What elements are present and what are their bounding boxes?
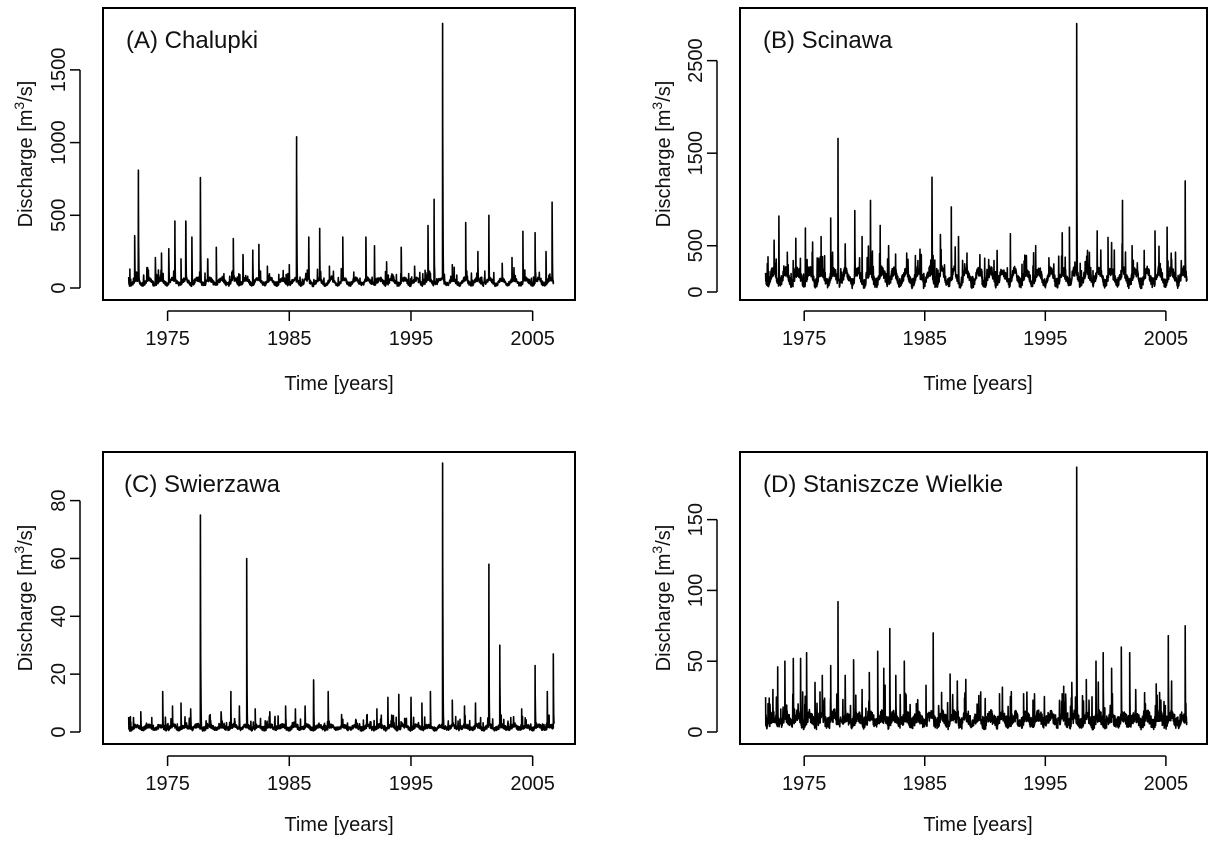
x-tick-label: 1975 [782, 328, 827, 350]
x-tick-label: 1985 [903, 328, 948, 350]
y-axis-label-end: /s] [15, 525, 37, 546]
y-axis-label-sup: 3 [649, 102, 665, 110]
y-tick-label: 150 [685, 503, 707, 536]
discharge-series-line [127, 22, 555, 288]
discharge-series-line [764, 466, 1188, 731]
panel-a: 1975 1985 1995 2005 0 500 1000 1500 (A) Chalup… [11, 7, 576, 395]
y-tick-label: 40 [48, 605, 70, 627]
y-tick-label: 2500 [685, 38, 707, 83]
discharge-line [764, 466, 1188, 731]
y-tick-label: 1500 [685, 131, 707, 176]
y-axis: 0 500 1500 2500 [685, 38, 718, 298]
y-tick-label: 500 [48, 199, 70, 232]
y-tick-label: 100 [685, 574, 707, 607]
x-axis: 1975 1985 1995 2005 [145, 310, 555, 350]
plot-frame [102, 451, 576, 745]
x-axis: 1975 1985 1995 2005 [145, 755, 555, 795]
x-tick-label: 1975 [782, 773, 827, 795]
x-tick-label: 1985 [267, 773, 312, 795]
y-tick-label: 0 [48, 282, 70, 293]
y-tick-label: 1000 [48, 120, 70, 165]
panel-c: 1975 1985 1995 2005 0 20 40 60 80 (C) Swierzawa… [11, 451, 576, 836]
y-axis: 0 500 1000 1500 [48, 48, 81, 294]
y-axis-label-sup: 3 [649, 546, 665, 554]
x-tick-label: 1995 [1023, 328, 1068, 350]
y-tick-label: 0 [685, 286, 707, 297]
y-axis-label-end: /s] [653, 525, 675, 546]
y-axis-label: Discharge [m3/s] [11, 525, 37, 672]
y-tick-label: 50 [685, 650, 707, 672]
x-tick-label: 1985 [267, 328, 312, 350]
y-axis-label-end: /s] [653, 81, 675, 102]
y-axis-label-main: Discharge [m [15, 110, 37, 228]
y-axis-label: Discharge [m3/s] [11, 81, 37, 228]
discharge-series-line [127, 462, 555, 732]
plot-frame [739, 451, 1208, 745]
plot-frame [739, 7, 1208, 301]
x-tick-label: 1975 [145, 328, 190, 350]
x-tick-label: 2005 [1144, 328, 1189, 350]
x-tick-label: 1975 [145, 773, 190, 795]
x-tick-label: 2005 [1144, 773, 1189, 795]
y-axis-label: Discharge [m3/s] [649, 525, 675, 672]
x-tick-label: 1985 [903, 773, 948, 795]
y-axis-label-main: Discharge [m [653, 110, 675, 228]
plot-frame [102, 7, 576, 301]
panel-title: (C) Swierzawa [124, 471, 281, 498]
y-tick-label: 500 [685, 229, 707, 262]
panel-b: 1975 1985 1995 2005 0 500 1500 2500 (B) Scinaw… [649, 7, 1208, 395]
y-tick-label: 60 [48, 547, 70, 569]
y-tick-label: 80 [48, 489, 70, 511]
y-tick-label: 0 [685, 726, 707, 737]
discharge-line [127, 22, 555, 288]
discharge-line [127, 462, 555, 732]
y-axis-label-end: /s] [15, 81, 37, 102]
x-axis: 1975 1985 1995 2005 [782, 310, 1189, 350]
y-axis: 0 50 100 150 [685, 503, 718, 738]
y-axis: 0 20 40 60 80 [48, 489, 81, 738]
x-axis-label: Time [years] [923, 373, 1032, 395]
y-axis-label: Discharge [m3/s] [649, 81, 675, 228]
panel-title: (D) Staniszcze Wielkie [763, 471, 1003, 498]
x-axis-label: Time [years] [923, 814, 1032, 836]
panel-title: (A) Chalupki [126, 27, 258, 54]
panel-d: 1975 1985 1995 2005 0 50 100 150 (D) Staniszcz… [649, 451, 1208, 836]
x-tick-label: 1995 [389, 773, 434, 795]
discharge-line [764, 22, 1188, 290]
x-tick-label: 2005 [510, 773, 555, 795]
x-axis-label: Time [years] [284, 373, 393, 395]
x-tick-label: 2005 [510, 328, 555, 350]
y-axis-label-sup: 3 [11, 546, 27, 554]
panel-title: (B) Scinawa [763, 27, 893, 54]
discharge-series-line [764, 22, 1188, 290]
x-tick-label: 1995 [389, 328, 434, 350]
y-axis-label-main: Discharge [m [653, 554, 675, 672]
y-tick-label: 1500 [48, 48, 70, 93]
x-axis-label: Time [years] [284, 814, 393, 836]
y-tick-label: 20 [48, 663, 70, 685]
y-axis-label-sup: 3 [11, 102, 27, 110]
y-axis-label-main: Discharge [m [15, 554, 37, 672]
x-axis: 1975 1985 1995 2005 [782, 755, 1189, 795]
x-tick-label: 1995 [1023, 773, 1068, 795]
y-tick-label: 0 [48, 726, 70, 737]
